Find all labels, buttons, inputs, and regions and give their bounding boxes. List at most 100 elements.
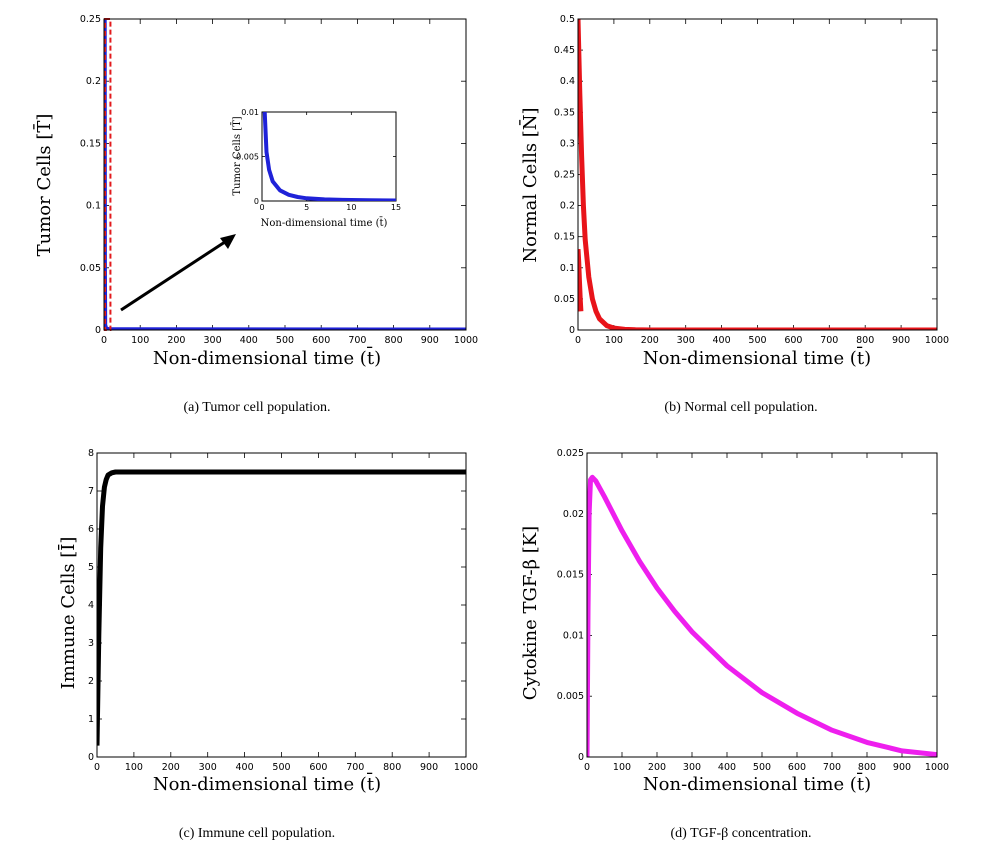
panel-d-ytick-label: 0.01 <box>563 630 584 641</box>
panel-b-xtick-label: 400 <box>713 335 731 346</box>
panel-c: 0 100 200 300 400 500 600 700 800 900 1000 0 1 2 3 4 5 6 7… <box>56 448 478 841</box>
panel-a-xtick-label: 100 <box>131 335 149 346</box>
panel-b-ylabel: Normal Cells [N̄] <box>518 107 541 262</box>
panel-c-xlabel: Non-dimensional time (t̄) <box>153 771 381 795</box>
panel-a-inset-xtick-label: 5 <box>304 203 309 212</box>
panel-d-xlabel: Non-dimensional time (t̄) <box>643 771 871 795</box>
panel-a-xtick-label: 1000 <box>454 335 478 346</box>
panel-d-series <box>587 474 937 757</box>
panel-a-inset-ytick-label: 0 <box>254 197 259 206</box>
panel-b-xtick-label: 900 <box>892 335 910 346</box>
panel-d-frame <box>586 452 938 758</box>
panel-a-ytick-label: 0 <box>95 325 101 336</box>
panel-a-xtick-label: 700 <box>348 335 366 346</box>
panel-b-ytick-label: 0.2 <box>560 201 575 212</box>
panel-a-inset-series-line <box>262 112 396 201</box>
panel-a-xtick-label: 400 <box>240 335 258 346</box>
panel-c-series <box>97 469 466 746</box>
panel-b-ytick-label: 0.3 <box>560 138 575 149</box>
panel-b-xtick-label: 100 <box>605 335 623 346</box>
panel-c-ytick-label: 0 <box>88 752 94 763</box>
panel-c-xtick-label: 300 <box>199 762 217 773</box>
panel-b-ytick-label: 0.15 <box>554 232 575 243</box>
panel-a-inset-ytick-label: 0.01 <box>241 108 259 117</box>
panel-d-xtick-label: 800 <box>858 762 876 773</box>
panel-d-ytick-label: 0 <box>578 752 584 763</box>
panel-a-xtick-label: 200 <box>167 335 185 346</box>
panel-a-zoom-arrow-head <box>220 234 236 249</box>
panel-c-caption: (c) Immune cell population. <box>179 826 335 841</box>
panel-d-ytick-label: 0.025 <box>557 448 584 459</box>
panel-b-ytick-label: 0.1 <box>560 263 575 274</box>
panel-a-inset-xtick-label: 10 <box>346 203 356 212</box>
panel-a-xtick-label: 900 <box>421 335 439 346</box>
panel-a-inset-series <box>262 112 396 201</box>
panel-d-xtick-label: 600 <box>788 762 806 773</box>
panel-a-inset-xlabel: Non-dimensional time (t̄) <box>261 217 388 229</box>
panel-a: 0 100 200 300 400 500 600 700 800 900 100000.050.1… <box>32 14 478 415</box>
panel-a-zoom-arrow-line <box>120 236 232 312</box>
panel-b-xtick-label: 0 <box>575 335 581 346</box>
panel-b-caption: (b) Normal cell population. <box>664 400 817 415</box>
panel-c-xtick-label: 800 <box>383 762 401 773</box>
panel-d-xtick-label: 400 <box>718 762 736 773</box>
panel-c-xtick-label: 600 <box>309 762 327 773</box>
panel-a-xtick-label: 0 <box>101 335 107 346</box>
panel-a-inset-plot: 0 5 10 15 0 0.005 0.01 <box>236 108 401 212</box>
panel-b-xtick-label: 600 <box>784 335 802 346</box>
panel-a-ytick-label: 0.1 <box>86 201 101 212</box>
panel-a-ytick-label: 0.15 <box>80 138 101 149</box>
panel-d-ytick-label: 0.005 <box>557 691 584 702</box>
panel-d-frame-top <box>586 452 938 758</box>
panel-a-ytick-label: 0.2 <box>86 76 101 87</box>
panel-c-ytick-label: 8 <box>88 448 94 459</box>
panel-d-xtick-label: 1000 <box>925 762 949 773</box>
panel-a-xtick-label: 800 <box>385 335 403 346</box>
panel-d-xtick-label: 900 <box>893 762 911 773</box>
panel-c-xtick-label: 200 <box>162 762 180 773</box>
panel-c-frame-top <box>96 452 467 758</box>
panel-b: 0 100 200 300 400 500 600 700 800 900 1000 0 0.05 0.1… <box>518 14 949 415</box>
panel-a-xtick-label: 600 <box>312 335 330 346</box>
panel-c-xtick-label: 100 <box>125 762 143 773</box>
panel-d-plot: 0 100 200 300 400 500 600 700 800 900 1000 0 0.005 0.… <box>557 448 949 773</box>
panel-c-ytick-label: 4 <box>88 600 94 611</box>
panel-a-frame-top <box>103 18 467 331</box>
panel-b-ytick-label: 0 <box>569 325 575 336</box>
panel-d-xtick-label: 300 <box>683 762 701 773</box>
panel-a-ylabel: Tumor Cells [T̄] <box>32 114 55 257</box>
panel-a-inset-ytick-label: 0.005 <box>236 153 259 162</box>
panel-c-series-line <box>97 469 466 746</box>
panel-a-caption: (a) Tumor cell population. <box>184 400 331 415</box>
panel-b-xtick-label: 1000 <box>925 335 949 346</box>
panel-c-xtick-label: 0 <box>94 762 100 773</box>
panel-d-series-line <box>587 474 937 757</box>
panel-d-xtick-label: 700 <box>823 762 841 773</box>
panel-c-ytick-label: 1 <box>88 714 94 725</box>
panel-c-ytick-label: 3 <box>88 638 94 649</box>
panel-b-xtick-label: 200 <box>641 335 659 346</box>
panel-c-ytick-label: 2 <box>88 676 94 687</box>
panel-c-xtick-label: 400 <box>236 762 254 773</box>
panel-d-caption: (d) TGF-β concentration. <box>671 826 812 841</box>
panel-b-ytick-label: 0.45 <box>554 45 575 56</box>
panel-c-xtick-label: 1000 <box>454 762 478 773</box>
panel-b-xtick-label: 300 <box>677 335 695 346</box>
panel-a-inset-xtick-label: 0 <box>259 203 264 212</box>
panel-a-plot: 0 100 200 300 400 500 600 700 800 900 100000.050.1… <box>80 14 478 346</box>
panel-a-xtick-label: 500 <box>276 335 294 346</box>
panel-a-ytick-label: 0.05 <box>80 263 101 274</box>
panel-a-xlabel: Non-dimensional time (t̄) <box>153 345 381 369</box>
panel-b-ytick-label: 0.5 <box>560 14 575 25</box>
panel-b-ytick-label: 0.4 <box>560 76 575 87</box>
panel-c-ylabel: Immune Cells [Ī] <box>56 537 79 690</box>
panel-a-inset-ylabel: Tumor Cells [T̄] <box>231 116 243 195</box>
panel-d-xtick-label: 500 <box>753 762 771 773</box>
panel-d-ytick-label: 0.02 <box>563 509 584 520</box>
panel-d-ytick-label: 0.015 <box>557 570 584 581</box>
panel-a-ytick-label: 0.25 <box>80 14 101 25</box>
panel-b-ytick-label: 0.25 <box>554 170 575 181</box>
panel-b-frame <box>577 18 938 331</box>
panel-c-xtick-label: 500 <box>272 762 290 773</box>
